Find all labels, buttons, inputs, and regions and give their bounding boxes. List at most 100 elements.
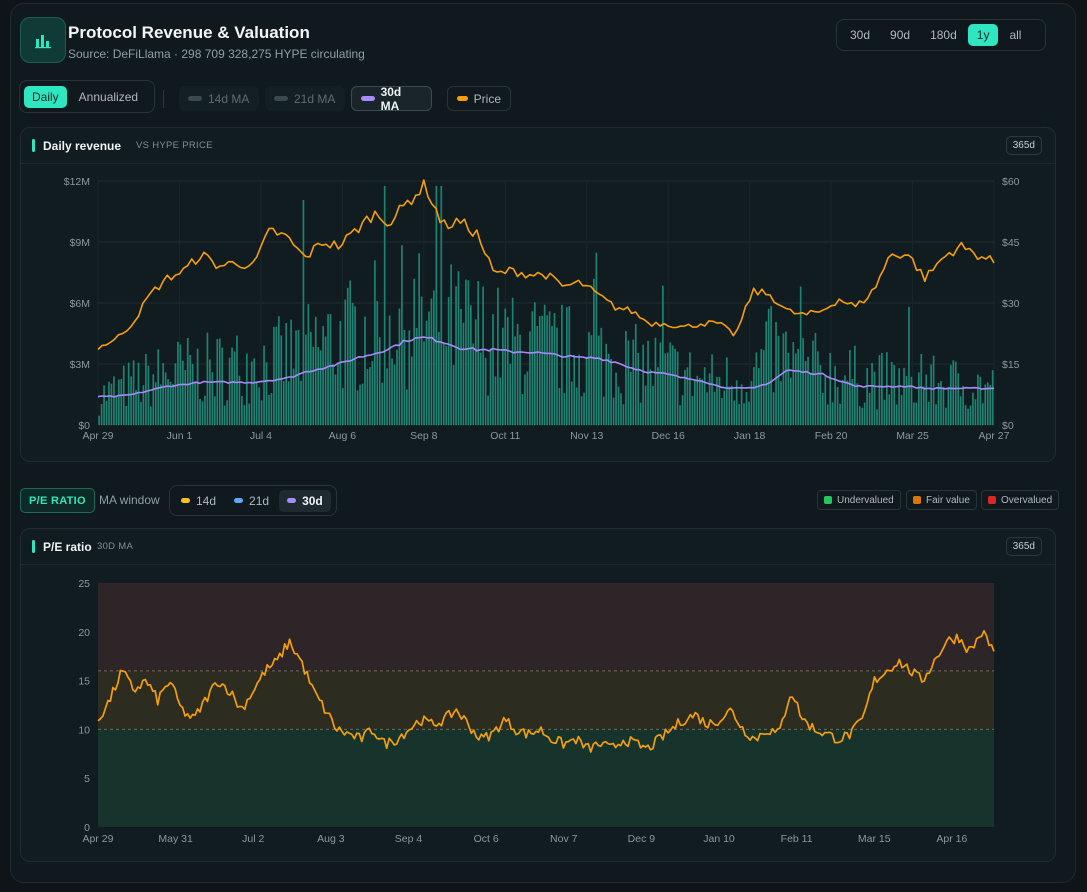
revenue-bar bbox=[223, 405, 226, 425]
revenue-bar bbox=[986, 382, 989, 425]
x-tick-label: Dec 16 bbox=[652, 430, 685, 442]
revenue-bar bbox=[164, 372, 167, 425]
revenue-bar bbox=[548, 311, 551, 425]
mode-daily[interactable]: Daily bbox=[24, 85, 67, 108]
revenue-bar bbox=[497, 287, 499, 425]
range-all[interactable]: all bbox=[1009, 28, 1022, 42]
revenue-bar bbox=[538, 316, 541, 425]
revenue-bar bbox=[420, 296, 423, 425]
revenue-bar bbox=[989, 384, 992, 425]
revenue-bar bbox=[201, 401, 204, 425]
x-tick-label: Sep 4 bbox=[395, 833, 423, 845]
swatch-icon bbox=[234, 498, 244, 503]
range-30d[interactable]: 30d bbox=[850, 28, 871, 42]
y-tick-label: 25 bbox=[78, 578, 90, 590]
revenue-bar bbox=[701, 379, 704, 425]
revenue-bar bbox=[792, 342, 795, 425]
revenue-bar bbox=[391, 358, 393, 425]
revenue-bar bbox=[622, 404, 625, 425]
revenue-bar bbox=[307, 304, 310, 425]
revenue-bar bbox=[292, 368, 295, 425]
revenue-bar bbox=[829, 352, 832, 425]
revenue-bar bbox=[428, 311, 430, 425]
ma-window-21d[interactable]: 21d bbox=[226, 490, 277, 512]
revenue-bar bbox=[607, 353, 610, 425]
revenue-bar bbox=[302, 199, 305, 425]
x-tick-label: Jul 2 bbox=[242, 833, 264, 845]
revenue-bar bbox=[652, 385, 654, 425]
toggle-21d-ma[interactable]: 21d MA bbox=[265, 86, 345, 111]
revenue-bar bbox=[499, 377, 502, 425]
revenue-bar bbox=[359, 384, 361, 425]
revenue-bar bbox=[184, 369, 187, 425]
revenue-bar bbox=[804, 361, 807, 425]
ma-window-30d[interactable]: 30d bbox=[279, 489, 331, 512]
revenue-bar bbox=[647, 340, 649, 425]
range-1y[interactable]: 1y bbox=[967, 24, 999, 46]
x-tick-label: Dec 9 bbox=[628, 833, 656, 845]
toggle-14d-ma[interactable]: 14d MA bbox=[179, 86, 259, 111]
revenue-bar bbox=[612, 397, 615, 425]
revenue-bar bbox=[322, 326, 324, 425]
legend-fair-value: Fair value bbox=[906, 490, 977, 510]
revenue-bar bbox=[415, 327, 418, 425]
revenue-bar bbox=[666, 352, 669, 425]
revenue-bar bbox=[487, 395, 489, 425]
revenue-bar bbox=[221, 347, 224, 425]
revenue-bar bbox=[947, 387, 950, 425]
revenue-bar bbox=[120, 378, 123, 425]
revenue-bar bbox=[755, 352, 758, 425]
revenue-bar bbox=[834, 366, 836, 425]
revenue-bar bbox=[147, 365, 150, 425]
revenue-bar bbox=[664, 353, 667, 425]
toggle-30d-ma[interactable]: 30d MA bbox=[351, 85, 432, 113]
revenue-bar bbox=[762, 349, 765, 425]
revenue-bar bbox=[913, 402, 915, 425]
revenue-bar bbox=[157, 349, 160, 425]
revenue-bar bbox=[514, 336, 516, 425]
range-90d[interactable]: 90d bbox=[890, 28, 911, 42]
swatch-icon bbox=[361, 96, 375, 101]
revenue-bar bbox=[578, 354, 580, 425]
revenue-bar bbox=[898, 368, 900, 425]
revenue-bar bbox=[103, 385, 105, 425]
card-subtitle: 30D MA bbox=[97, 541, 134, 552]
band-overvalued bbox=[98, 583, 994, 671]
revenue-bar bbox=[888, 394, 891, 425]
revenue-bar bbox=[585, 356, 588, 425]
revenue-bar bbox=[349, 280, 352, 425]
revenue-bar bbox=[309, 331, 312, 425]
revenue-bar bbox=[893, 364, 896, 425]
revenue-bar bbox=[757, 368, 760, 425]
revenue-bar bbox=[721, 398, 723, 425]
y-right-tick-label: $45 bbox=[1002, 237, 1020, 249]
revenue-bar bbox=[625, 331, 627, 425]
revenue-bar bbox=[435, 185, 438, 425]
mode-annualized[interactable]: Annualized bbox=[78, 89, 139, 104]
ma-30d-line bbox=[97, 336, 995, 398]
revenue-bar bbox=[846, 380, 849, 425]
revenue-bar bbox=[669, 342, 672, 425]
revenue-bar bbox=[817, 351, 819, 425]
revenue-bar bbox=[115, 395, 118, 425]
y-right-tick-label: $60 bbox=[1002, 176, 1020, 188]
revenue-bar bbox=[593, 278, 595, 425]
band-undervalued bbox=[98, 729, 994, 827]
revenue-bar bbox=[861, 407, 864, 425]
ma-window-14d[interactable]: 14d bbox=[173, 490, 224, 512]
divider bbox=[163, 90, 164, 108]
revenue-bar bbox=[799, 286, 802, 425]
x-tick-label: Aug 6 bbox=[329, 430, 357, 442]
revenue-bar bbox=[632, 339, 635, 425]
toggle-price[interactable]: Price bbox=[447, 86, 511, 111]
y-tick-label: 20 bbox=[78, 627, 90, 639]
revenue-bar bbox=[659, 342, 662, 425]
revenue-bar bbox=[945, 407, 947, 425]
revenue-bar bbox=[211, 372, 214, 425]
revenue-bar bbox=[814, 332, 817, 425]
range-180d[interactable]: 180d bbox=[930, 28, 957, 42]
revenue-bar bbox=[671, 345, 674, 425]
revenue-bar bbox=[191, 363, 194, 425]
revenue-bar bbox=[169, 381, 172, 425]
revenue-bar bbox=[676, 351, 679, 425]
